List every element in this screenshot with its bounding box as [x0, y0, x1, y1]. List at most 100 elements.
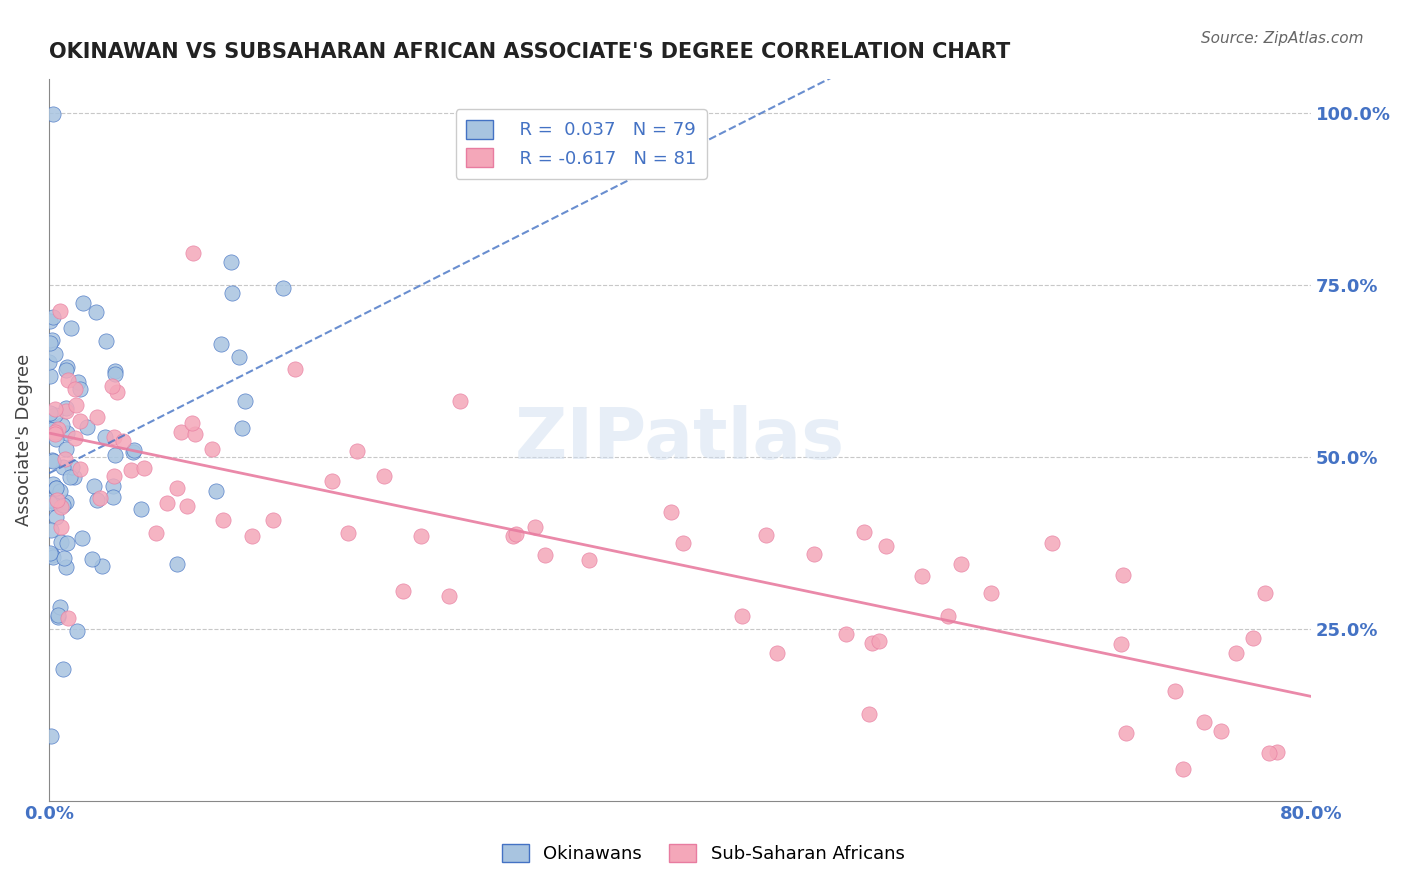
Point	[271, 281, 294, 295]
Point	[860, 636, 883, 650]
Point	[56, 359, 79, 374]
Point	[980, 585, 1002, 599]
Point	[72, 531, 94, 545]
Text: ZIPatlas: ZIPatlas	[515, 405, 845, 475]
Point	[42, 107, 65, 121]
Point	[1112, 568, 1135, 582]
Point	[505, 527, 527, 541]
Point	[52, 459, 75, 474]
Point	[42, 476, 65, 491]
Point	[129, 502, 152, 516]
Point	[39, 369, 62, 384]
Point	[659, 505, 682, 519]
Point	[766, 646, 789, 660]
Point	[755, 528, 778, 542]
Point	[449, 394, 471, 409]
Point	[45, 481, 67, 495]
Point	[39, 523, 62, 537]
Point	[46, 609, 69, 624]
Point	[45, 493, 67, 508]
Point	[83, 479, 105, 493]
Point	[45, 432, 67, 446]
Point	[911, 569, 934, 583]
Point	[91, 558, 114, 573]
Point	[803, 547, 825, 561]
Point	[103, 430, 125, 444]
Point	[936, 609, 959, 624]
Point	[101, 379, 124, 393]
Point	[170, 425, 193, 439]
Point	[55, 535, 77, 549]
Point	[69, 382, 91, 396]
Point	[730, 609, 752, 624]
Point	[46, 608, 69, 623]
Point	[284, 362, 307, 376]
Point	[39, 313, 62, 327]
Legend:   R =  0.037   N = 79,   R = -0.617   N = 81: R = 0.037 N = 79, R = -0.617 N = 81	[456, 110, 707, 178]
Point	[55, 401, 77, 416]
Point	[181, 246, 204, 260]
Point	[212, 513, 235, 527]
Point	[233, 393, 256, 408]
Point	[55, 404, 77, 418]
Point	[66, 624, 89, 639]
Point	[67, 375, 90, 389]
Point	[949, 558, 972, 572]
Point	[41, 548, 63, 562]
Point	[120, 463, 142, 477]
Point	[205, 483, 228, 498]
Point	[346, 443, 368, 458]
Point	[1225, 646, 1247, 660]
Point	[44, 426, 66, 441]
Point	[72, 296, 94, 310]
Point	[63, 382, 86, 396]
Point	[145, 526, 167, 541]
Point	[104, 364, 127, 378]
Point	[38, 496, 60, 510]
Point	[69, 461, 91, 475]
Point	[65, 431, 87, 445]
Point	[502, 529, 524, 543]
Point	[166, 481, 188, 495]
Point	[65, 399, 87, 413]
Point	[201, 442, 224, 457]
Point	[45, 481, 67, 495]
Point	[176, 500, 198, 514]
Point	[104, 367, 127, 381]
Point	[221, 285, 243, 300]
Point	[868, 634, 890, 648]
Point	[41, 729, 63, 743]
Point	[44, 401, 66, 416]
Point	[76, 419, 98, 434]
Point	[49, 500, 72, 514]
Point	[51, 417, 73, 432]
Point	[42, 310, 65, 324]
Point	[58, 611, 80, 625]
Point	[86, 493, 108, 508]
Point	[262, 513, 284, 527]
Point	[409, 528, 432, 542]
Point	[156, 496, 179, 510]
Point	[84, 305, 107, 319]
Y-axis label: Associate's Degree: Associate's Degree	[15, 353, 32, 525]
Point	[104, 448, 127, 462]
Point	[94, 429, 117, 443]
Point	[211, 336, 233, 351]
Point	[1258, 746, 1281, 760]
Point	[181, 416, 204, 430]
Point	[1192, 714, 1215, 729]
Point	[231, 421, 253, 435]
Point	[134, 461, 156, 475]
Point	[45, 495, 67, 509]
Point	[534, 548, 557, 562]
Point	[48, 600, 70, 615]
Point	[337, 525, 360, 540]
Point	[852, 524, 875, 539]
Point	[38, 335, 60, 350]
Point	[42, 420, 65, 434]
Point	[49, 303, 72, 318]
Point	[1164, 684, 1187, 698]
Point	[42, 454, 65, 468]
Point	[1115, 726, 1137, 740]
Point	[834, 627, 856, 641]
